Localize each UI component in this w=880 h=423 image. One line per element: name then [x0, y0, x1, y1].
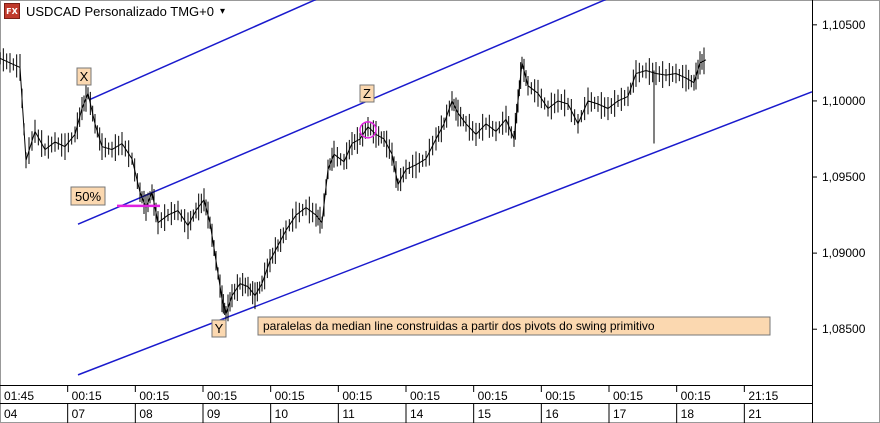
x-date-label: 07: [72, 407, 86, 421]
pivot-z-text: Z: [363, 86, 371, 101]
x-date-label: 18: [681, 407, 695, 421]
caret-down-icon[interactable]: ▾: [219, 5, 226, 17]
x-time-label: 00:15: [478, 389, 508, 403]
x-time-label: 00:15: [275, 389, 305, 403]
pivot-z-label: Z: [359, 84, 375, 103]
x-date-label: 15: [478, 407, 492, 421]
pivot-y-text: Y: [215, 321, 224, 336]
x-date-label: 10: [275, 407, 289, 421]
y-tick-label: 1,10500: [822, 18, 866, 32]
x-time-label: 00:15: [545, 389, 575, 403]
x-date-label: 16: [545, 407, 559, 421]
y-tick-label: 1,09000: [822, 246, 866, 260]
annotation-text: paralelas da median line construidas a p…: [263, 319, 655, 333]
x-date-label: 04: [4, 407, 18, 421]
x-time-label: 00:15: [410, 389, 440, 403]
x-axis-ticks: 01:45 00:15 00:15 00:15 00:15 00:15 00:15 00:15…: [4, 386, 779, 423]
pivot-markers: [117, 121, 377, 208]
y-axis-ticks: 1,10500 1,10000 1,09500 1,09000 1,08500: [812, 18, 866, 336]
chart-title-bar[interactable]: FX USDCAD Personalizado TMG+0 ▾: [4, 2, 225, 20]
z-circle-marker: [359, 121, 377, 139]
chart-title: USDCAD Personalizado TMG+0: [26, 3, 214, 19]
y-tick-label: 1,08500: [822, 322, 866, 336]
x-date-label: 09: [207, 407, 221, 421]
fifty-pct-label: 50%: [70, 186, 106, 206]
x-date-label: 08: [139, 407, 153, 421]
channel-line-lower: [77, 91, 813, 376]
x-time-label: 00:15: [613, 389, 643, 403]
channel-lines: [77, 0, 813, 376]
y-tick-label: 1,10000: [822, 94, 866, 108]
x-date-label: 11: [342, 407, 355, 421]
x-date-label: 17: [613, 407, 627, 421]
annotation-box: paralelas da median line construidas a p…: [257, 316, 771, 336]
x-time-label: 01:45: [4, 389, 34, 403]
fifty-pct-text: 50%: [75, 189, 101, 204]
channel-line-median: [77, 0, 607, 225]
pivot-x-text: X: [80, 69, 89, 84]
fx-symbol-icon: FX: [4, 3, 20, 19]
channel-line-upper: [89, 0, 317, 101]
x-time-label: 00:15: [139, 389, 169, 403]
price-series: [0, 47, 707, 322]
pivot-y-label: Y: [211, 319, 227, 338]
x-time-label: 21:15: [748, 389, 778, 403]
y-tick-label: 1,09500: [822, 170, 866, 184]
x-time-label: 00:15: [72, 389, 102, 403]
x-time-label: 00:15: [342, 389, 372, 403]
pivot-x-label: X: [76, 67, 92, 86]
x-time-label: 00:15: [681, 389, 711, 403]
x-time-label: 00:15: [207, 389, 237, 403]
price-line: [0, 57, 707, 316]
x-date-label: 14: [410, 407, 424, 421]
x-date-label: 21: [748, 407, 762, 421]
